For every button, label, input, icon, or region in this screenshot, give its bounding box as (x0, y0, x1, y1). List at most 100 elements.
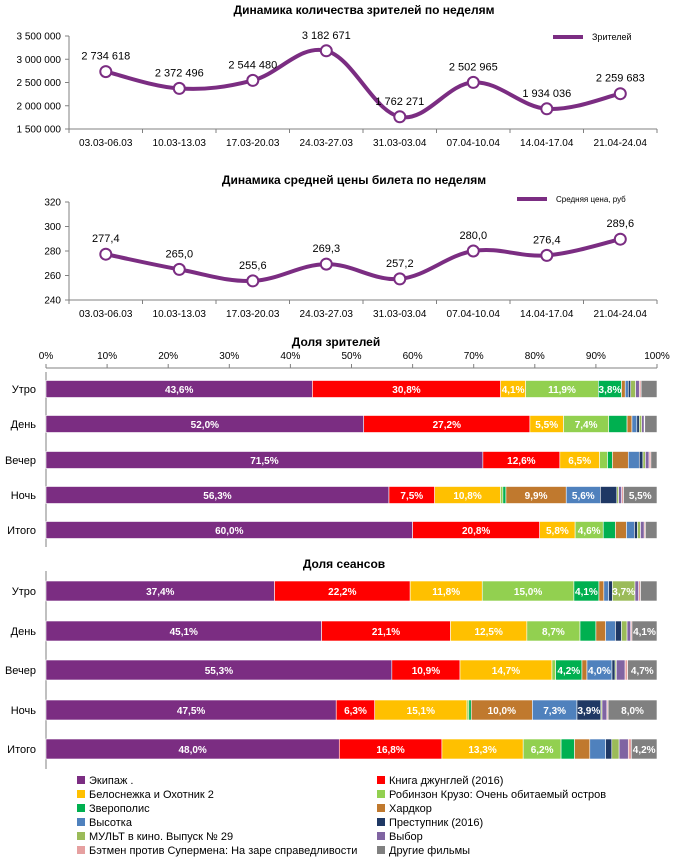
data-point (613, 232, 627, 246)
legend-swatch (77, 790, 85, 798)
bar-segment (611, 738, 620, 760)
row-label: День (11, 626, 37, 638)
viewers-chart-title: Динамика количества зрителей по неделям (234, 3, 495, 17)
segment-label: 20,8% (462, 526, 490, 537)
data-point (99, 65, 113, 79)
segment-label: 10,9% (412, 666, 440, 677)
segment-label: 12,6% (507, 456, 535, 467)
data-point (466, 75, 480, 89)
bar-segment (618, 486, 622, 504)
x-tick-label: 14.04-17.04 (520, 309, 574, 320)
bar-segment (589, 738, 606, 760)
segment-label: 8,0% (621, 706, 644, 717)
segment-label: 16,8% (376, 745, 404, 756)
x-tick-label: 31.03-03.04 (373, 309, 427, 320)
bar-segment (638, 415, 643, 433)
legend-swatch (77, 846, 85, 854)
x-tick-label: 17.03-20.03 (226, 138, 280, 149)
data-point (613, 87, 627, 101)
bar-segment (616, 659, 626, 681)
bar-segment (631, 738, 658, 760)
bar-segment (598, 580, 605, 602)
segment-label: 12,5% (474, 627, 502, 638)
segment-label: 7,3% (543, 706, 566, 717)
bar-segment (612, 451, 629, 469)
bar-segment (605, 738, 613, 760)
data-point (393, 272, 407, 286)
segment-label: 5,8% (546, 526, 569, 537)
x-tick-label: 10.03-13.03 (153, 138, 207, 149)
sessions-share-title: Доля сеансов (303, 557, 385, 571)
series-line (103, 237, 623, 283)
segment-label: 37,4% (146, 587, 174, 598)
data-label: 280,0 (460, 230, 488, 242)
bar-segment (607, 699, 658, 721)
legend-swatch (377, 790, 385, 798)
viewers-share-bar-chart: Доля зрителей 0% 10% 20% 30% 40% 50% 60% 70% 80%… (5, 335, 670, 547)
bar-segment (626, 620, 632, 642)
x-tick-label: 10% (97, 351, 117, 362)
viewers-share-title: Доля зрителей (292, 335, 380, 349)
bar-segment (551, 659, 556, 681)
x-tick-label: 30% (219, 351, 239, 362)
data-label: 276,4 (533, 234, 561, 246)
data-label: 2 502 965 (449, 61, 498, 73)
segment-label: 6,2% (531, 745, 554, 756)
legend-swatch (377, 832, 385, 840)
x-tick-label: 21.04-24.04 (594, 309, 648, 320)
segment-label: 10,8% (453, 491, 481, 502)
segment-label: 3,8% (599, 385, 622, 396)
y-tick-label: 320 (44, 198, 61, 209)
bar-segment (650, 451, 658, 469)
segment-label: 22,2% (328, 587, 356, 598)
sessions-share-bar-chart: Доля сеансов Утро 37,4% 22,2% 11,8% 15,0% 4,1… (5, 557, 658, 769)
price-legend-label: Средняя цена, руб (556, 195, 626, 204)
y-tick-label: 2 500 000 (17, 78, 62, 89)
bar-segment (645, 451, 650, 469)
segment-label: 11,8% (432, 587, 460, 598)
segment-label: 4,0% (588, 666, 611, 677)
segment-label: 4,7% (631, 666, 654, 677)
bar-segment (611, 659, 616, 681)
segment-label: 7,5% (400, 491, 423, 502)
x-tick-label: 90% (586, 351, 606, 362)
row-label: Итого (7, 525, 36, 537)
bar-segment (500, 486, 504, 504)
bar-segment (605, 620, 616, 642)
data-point (540, 102, 554, 116)
data-point (540, 248, 554, 262)
legend-label: Выбор (389, 831, 423, 843)
bar-segment (631, 620, 658, 642)
x-tick-label: 100% (644, 351, 670, 362)
row-label: День (11, 419, 37, 431)
data-point (246, 73, 260, 87)
bar-segment (574, 738, 591, 760)
x-tick-label: 21.04-24.04 (594, 138, 648, 149)
x-tick-label: 31.03-03.04 (373, 138, 427, 149)
viewers-line-chart: Динамика количества зрителей по неделям … (17, 3, 658, 149)
data-point (393, 110, 407, 124)
bar-segment (638, 451, 644, 469)
viewers-legend-label: Зрителей (592, 32, 631, 42)
data-point (246, 274, 260, 288)
legend-label: Преступник (2016) (389, 817, 483, 829)
segment-label: 45,1% (170, 627, 198, 638)
bar-segment (631, 415, 638, 433)
row-label: Ночь (11, 490, 37, 502)
y-tick-label: 2 000 000 (17, 101, 62, 112)
bar-segment (644, 415, 658, 433)
x-tick-label: 03.03-06.03 (79, 309, 133, 320)
bar-segment (627, 451, 640, 469)
x-tick-label: 14.04-17.04 (520, 138, 574, 149)
data-label: 265,0 (166, 248, 194, 260)
segment-label: 4,1% (633, 627, 656, 638)
bar-segment (560, 738, 575, 760)
y-tick-label: 300 (44, 222, 61, 233)
price-line-chart: Динамика средней цены билета по неделям … (44, 173, 658, 320)
segment-label: 52,0% (191, 420, 219, 431)
segment-label: 4,2% (557, 666, 580, 677)
bar-segment (615, 620, 622, 642)
segment-label: 10,0% (488, 706, 516, 717)
legend-label: Хардкор (389, 803, 432, 815)
